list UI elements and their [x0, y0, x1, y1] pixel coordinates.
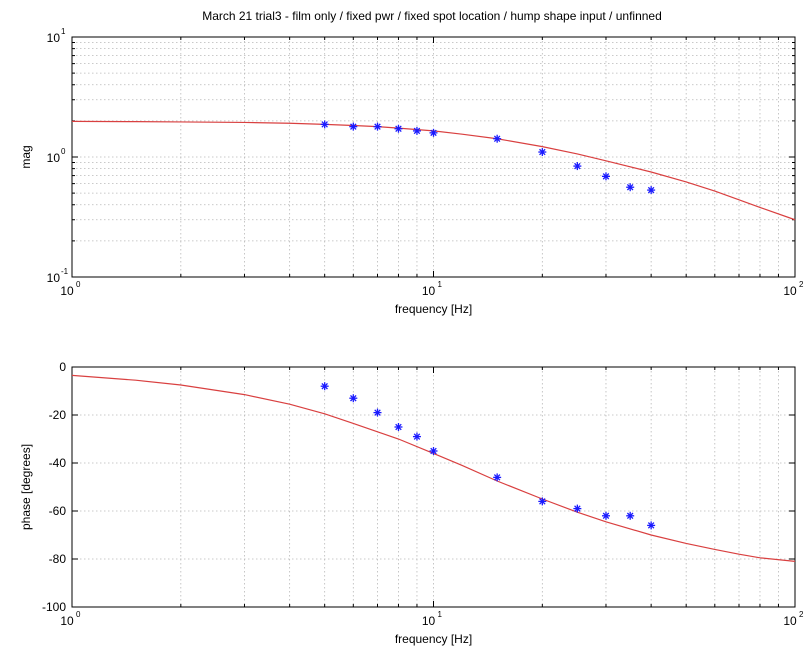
mag-y-tick-label: 10 — [47, 31, 61, 45]
mag-data-point — [626, 183, 635, 192]
phase-x-axis-label: frequency [Hz] — [395, 632, 472, 646]
phase-y-tick-labels: 0 -20 -40 -60 -80 -100 — [42, 360, 66, 614]
mag-y-tick-label: 10 — [47, 151, 61, 165]
mag-y-tick-exponent: 1 — [61, 27, 66, 36]
phase-y-tick-label: -100 — [42, 600, 66, 614]
mag-data-point — [373, 122, 382, 131]
phase-y-tick-label: 0 — [59, 360, 66, 374]
mag-grid — [72, 37, 795, 277]
mag-tick-marks — [71, 37, 795, 278]
phase-grid — [72, 367, 795, 607]
mag-data-point — [601, 172, 610, 181]
phase-x-tick-label: 10 — [60, 614, 74, 628]
phase-data-point — [601, 511, 610, 520]
phase-data-point — [626, 511, 635, 520]
mag-model-curve-group — [71, 120, 796, 221]
phase-measured-points-group — [320, 382, 656, 530]
mag-x-axis-label: frequency [Hz] — [395, 302, 472, 316]
mag-data-point — [647, 186, 656, 195]
phase-x-tick-exponent: 1 — [438, 610, 443, 619]
phase-data-point — [538, 497, 547, 506]
mag-y-axis-label: mag — [19, 145, 33, 168]
phase-x-tick-labels: 10 0 10 1 10 2 — [60, 610, 804, 628]
mag-y-tick-exponent: 0 — [61, 147, 66, 156]
mag-x-tick-label: 10 — [783, 284, 797, 298]
phase-y-tick-label: -20 — [49, 408, 67, 422]
chart-title: March 21 trial3 - film only / fixed pwr … — [202, 9, 662, 23]
mag-data-point — [320, 120, 329, 129]
phase-subplot: 10 0 10 1 10 2 0-20-40-60-80-100 frequency [H… — [19, 360, 804, 646]
phase-y-tick-label: -60 — [49, 504, 67, 518]
phase-data-point — [394, 423, 403, 431]
phase-data-point — [573, 504, 582, 513]
phase-data-point — [373, 408, 382, 417]
mag-model-curve — [71, 120, 796, 221]
mag-data-point — [349, 122, 358, 131]
phase-y-axis-label: phase [degrees] — [19, 444, 33, 530]
phase-y-tick-label: -40 — [49, 456, 67, 470]
phase-x-tick-label: 10 — [783, 614, 797, 628]
mag-y-tick-label: 10 — [47, 271, 61, 285]
mag-data-point — [412, 126, 421, 135]
mag-x-tick-exponent: 2 — [799, 280, 804, 289]
phase-data-point — [429, 447, 438, 455]
mag-data-point — [493, 134, 502, 143]
mag-x-tick-label: 10 — [60, 284, 74, 298]
mag-x-tick-exponent: 0 — [76, 280, 81, 289]
mag-x-tick-label: 10 — [422, 284, 436, 298]
mag-x-tick-exponent: 1 — [438, 280, 443, 289]
phase-model-curve-group — [71, 374, 796, 562]
phase-x-tick-label: 10 — [422, 614, 436, 628]
phase-tick-marks — [71, 366, 795, 608]
mag-data-point — [538, 148, 547, 157]
phase-y-tick-label: -80 — [49, 552, 67, 566]
phase-data-point — [320, 382, 329, 391]
mag-y-tick-exponent: -1 — [61, 267, 69, 276]
mag-x-tick-labels: 10 0 10 1 10 2 — [60, 280, 804, 298]
mag-data-point — [394, 124, 403, 133]
phase-model-curve — [71, 374, 796, 562]
phase-data-point — [493, 473, 502, 482]
mag-data-point — [429, 128, 438, 137]
phase-x-tick-exponent: 0 — [76, 610, 81, 619]
phase-data-point — [412, 432, 421, 441]
phase-data-point — [349, 394, 358, 403]
mag-data-point — [573, 162, 582, 171]
phase-data-point — [647, 521, 656, 530]
mag-measured-points-group — [320, 120, 656, 195]
phase-x-tick-exponent: 2 — [799, 610, 804, 619]
